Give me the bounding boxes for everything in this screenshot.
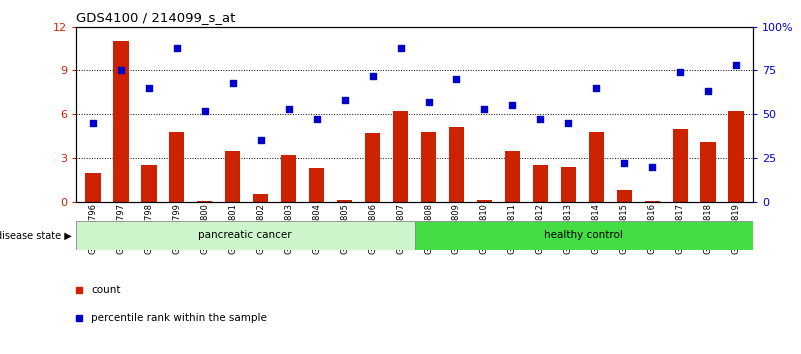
- Text: healthy control: healthy control: [545, 230, 623, 240]
- Bar: [169, 132, 184, 202]
- Bar: [477, 200, 492, 202]
- Bar: [337, 200, 352, 202]
- Bar: [392, 111, 409, 202]
- Text: disease state ▶: disease state ▶: [0, 230, 72, 240]
- Point: [506, 103, 519, 108]
- Point: [227, 80, 239, 85]
- Bar: [533, 165, 548, 202]
- Point: [730, 62, 743, 68]
- Bar: [589, 132, 604, 202]
- Point: [87, 120, 99, 126]
- Point: [618, 160, 630, 166]
- Bar: [197, 201, 212, 202]
- Bar: [141, 165, 156, 202]
- Text: percentile rank within the sample: percentile rank within the sample: [91, 313, 267, 324]
- Bar: [673, 129, 688, 202]
- Point: [171, 45, 183, 50]
- Bar: [85, 172, 101, 202]
- Point: [394, 45, 407, 50]
- Bar: [365, 133, 380, 202]
- Point: [115, 68, 127, 73]
- Point: [282, 106, 295, 112]
- Text: pancreatic cancer: pancreatic cancer: [199, 230, 292, 240]
- Bar: [701, 142, 716, 202]
- Point: [674, 69, 686, 75]
- Bar: [76, 221, 415, 250]
- Point: [534, 116, 547, 122]
- Point: [143, 85, 155, 91]
- Bar: [449, 127, 464, 202]
- Bar: [309, 168, 324, 202]
- Point: [646, 164, 658, 170]
- Text: GDS4100 / 214099_s_at: GDS4100 / 214099_s_at: [76, 11, 235, 24]
- Bar: [617, 190, 632, 202]
- Point: [338, 97, 351, 103]
- Bar: [415, 221, 753, 250]
- Point: [422, 99, 435, 105]
- Point: [702, 88, 714, 94]
- Point: [366, 73, 379, 79]
- Bar: [505, 151, 520, 202]
- Text: count: count: [91, 285, 120, 296]
- Point: [590, 85, 602, 91]
- Point: [562, 120, 575, 126]
- Bar: [421, 132, 437, 202]
- Point: [310, 116, 323, 122]
- Bar: [728, 111, 744, 202]
- Bar: [281, 155, 296, 202]
- Bar: [561, 167, 576, 202]
- Point: [450, 76, 463, 82]
- Bar: [253, 194, 268, 202]
- Point: [254, 138, 267, 143]
- Bar: [225, 151, 240, 202]
- Bar: [113, 41, 128, 202]
- Bar: [645, 201, 660, 202]
- Point: [478, 106, 491, 112]
- Point: [199, 108, 211, 114]
